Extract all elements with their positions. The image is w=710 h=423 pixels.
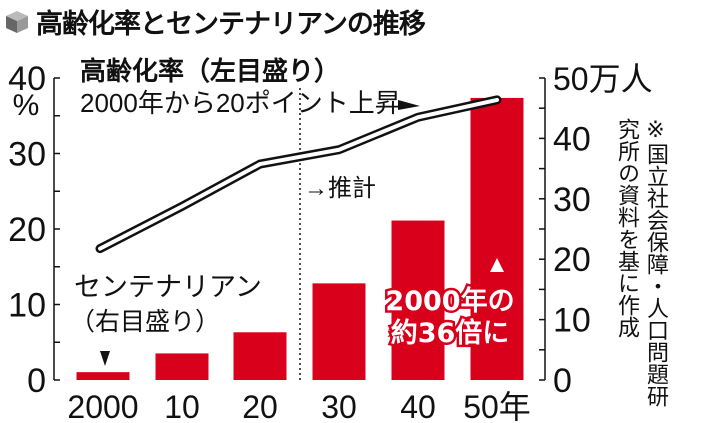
x-tick-label: 20 (242, 389, 278, 423)
pointer-arrow-icon (100, 351, 110, 366)
x-tick-label: 2000 (67, 389, 138, 423)
aging-rate-line (98, 97, 499, 251)
source-note: ※国立社会保障・人口問題研究所の資料を基に作成 (614, 118, 668, 407)
bar-2000 (76, 372, 130, 380)
projection-label: →推計 (304, 175, 376, 202)
left-axis-unit: % (13, 89, 40, 122)
bar-2020 (233, 332, 287, 380)
left-tick-label: 20 (8, 211, 46, 249)
right-tick-label: 10 (553, 302, 591, 340)
right-tick-label: 30 (553, 181, 591, 219)
left-tick-label: 10 (8, 287, 46, 325)
x-tick-label: 10 (164, 389, 200, 423)
right-tick-label: 0 (553, 362, 572, 400)
bar-note-line2: 約36倍に (391, 317, 510, 349)
right-axis-top-label: 50万人 (553, 61, 653, 97)
bar-2050 (470, 97, 524, 380)
bar-series-sublabel: （右目盛り） (70, 308, 220, 336)
line-note: 2000年から20ポイント上昇 (80, 88, 401, 118)
left-tick-label: 30 (8, 136, 46, 174)
right-tick-label: 20 (553, 241, 591, 279)
cube-icon (6, 10, 28, 33)
bar-2010 (155, 353, 209, 380)
bar-2030 (312, 283, 366, 380)
chart-title: 高齢化率とセンテナリアンの推移 (4, 2, 426, 41)
x-tick-label: 40 (400, 389, 436, 423)
pointer-arrow-icon (490, 258, 504, 272)
pointer-arrow-icon (398, 100, 420, 110)
right-tick-label: 40 (553, 120, 591, 158)
left-tick-label: 0 (27, 362, 46, 400)
bar-2040 (391, 220, 445, 380)
left-tick-label: 40 (8, 60, 46, 98)
bar-series-label: センテナリアン (74, 272, 262, 302)
bar-note-line1: 2000年の (385, 285, 514, 317)
x-tick-label: 50年 (463, 389, 531, 423)
x-tick-label: 30 (321, 389, 357, 423)
line-series-label: 高齢化率（左目盛り） (80, 56, 340, 86)
chart-title-text: 高齢化率とセンテナリアンの推移 (36, 9, 426, 40)
